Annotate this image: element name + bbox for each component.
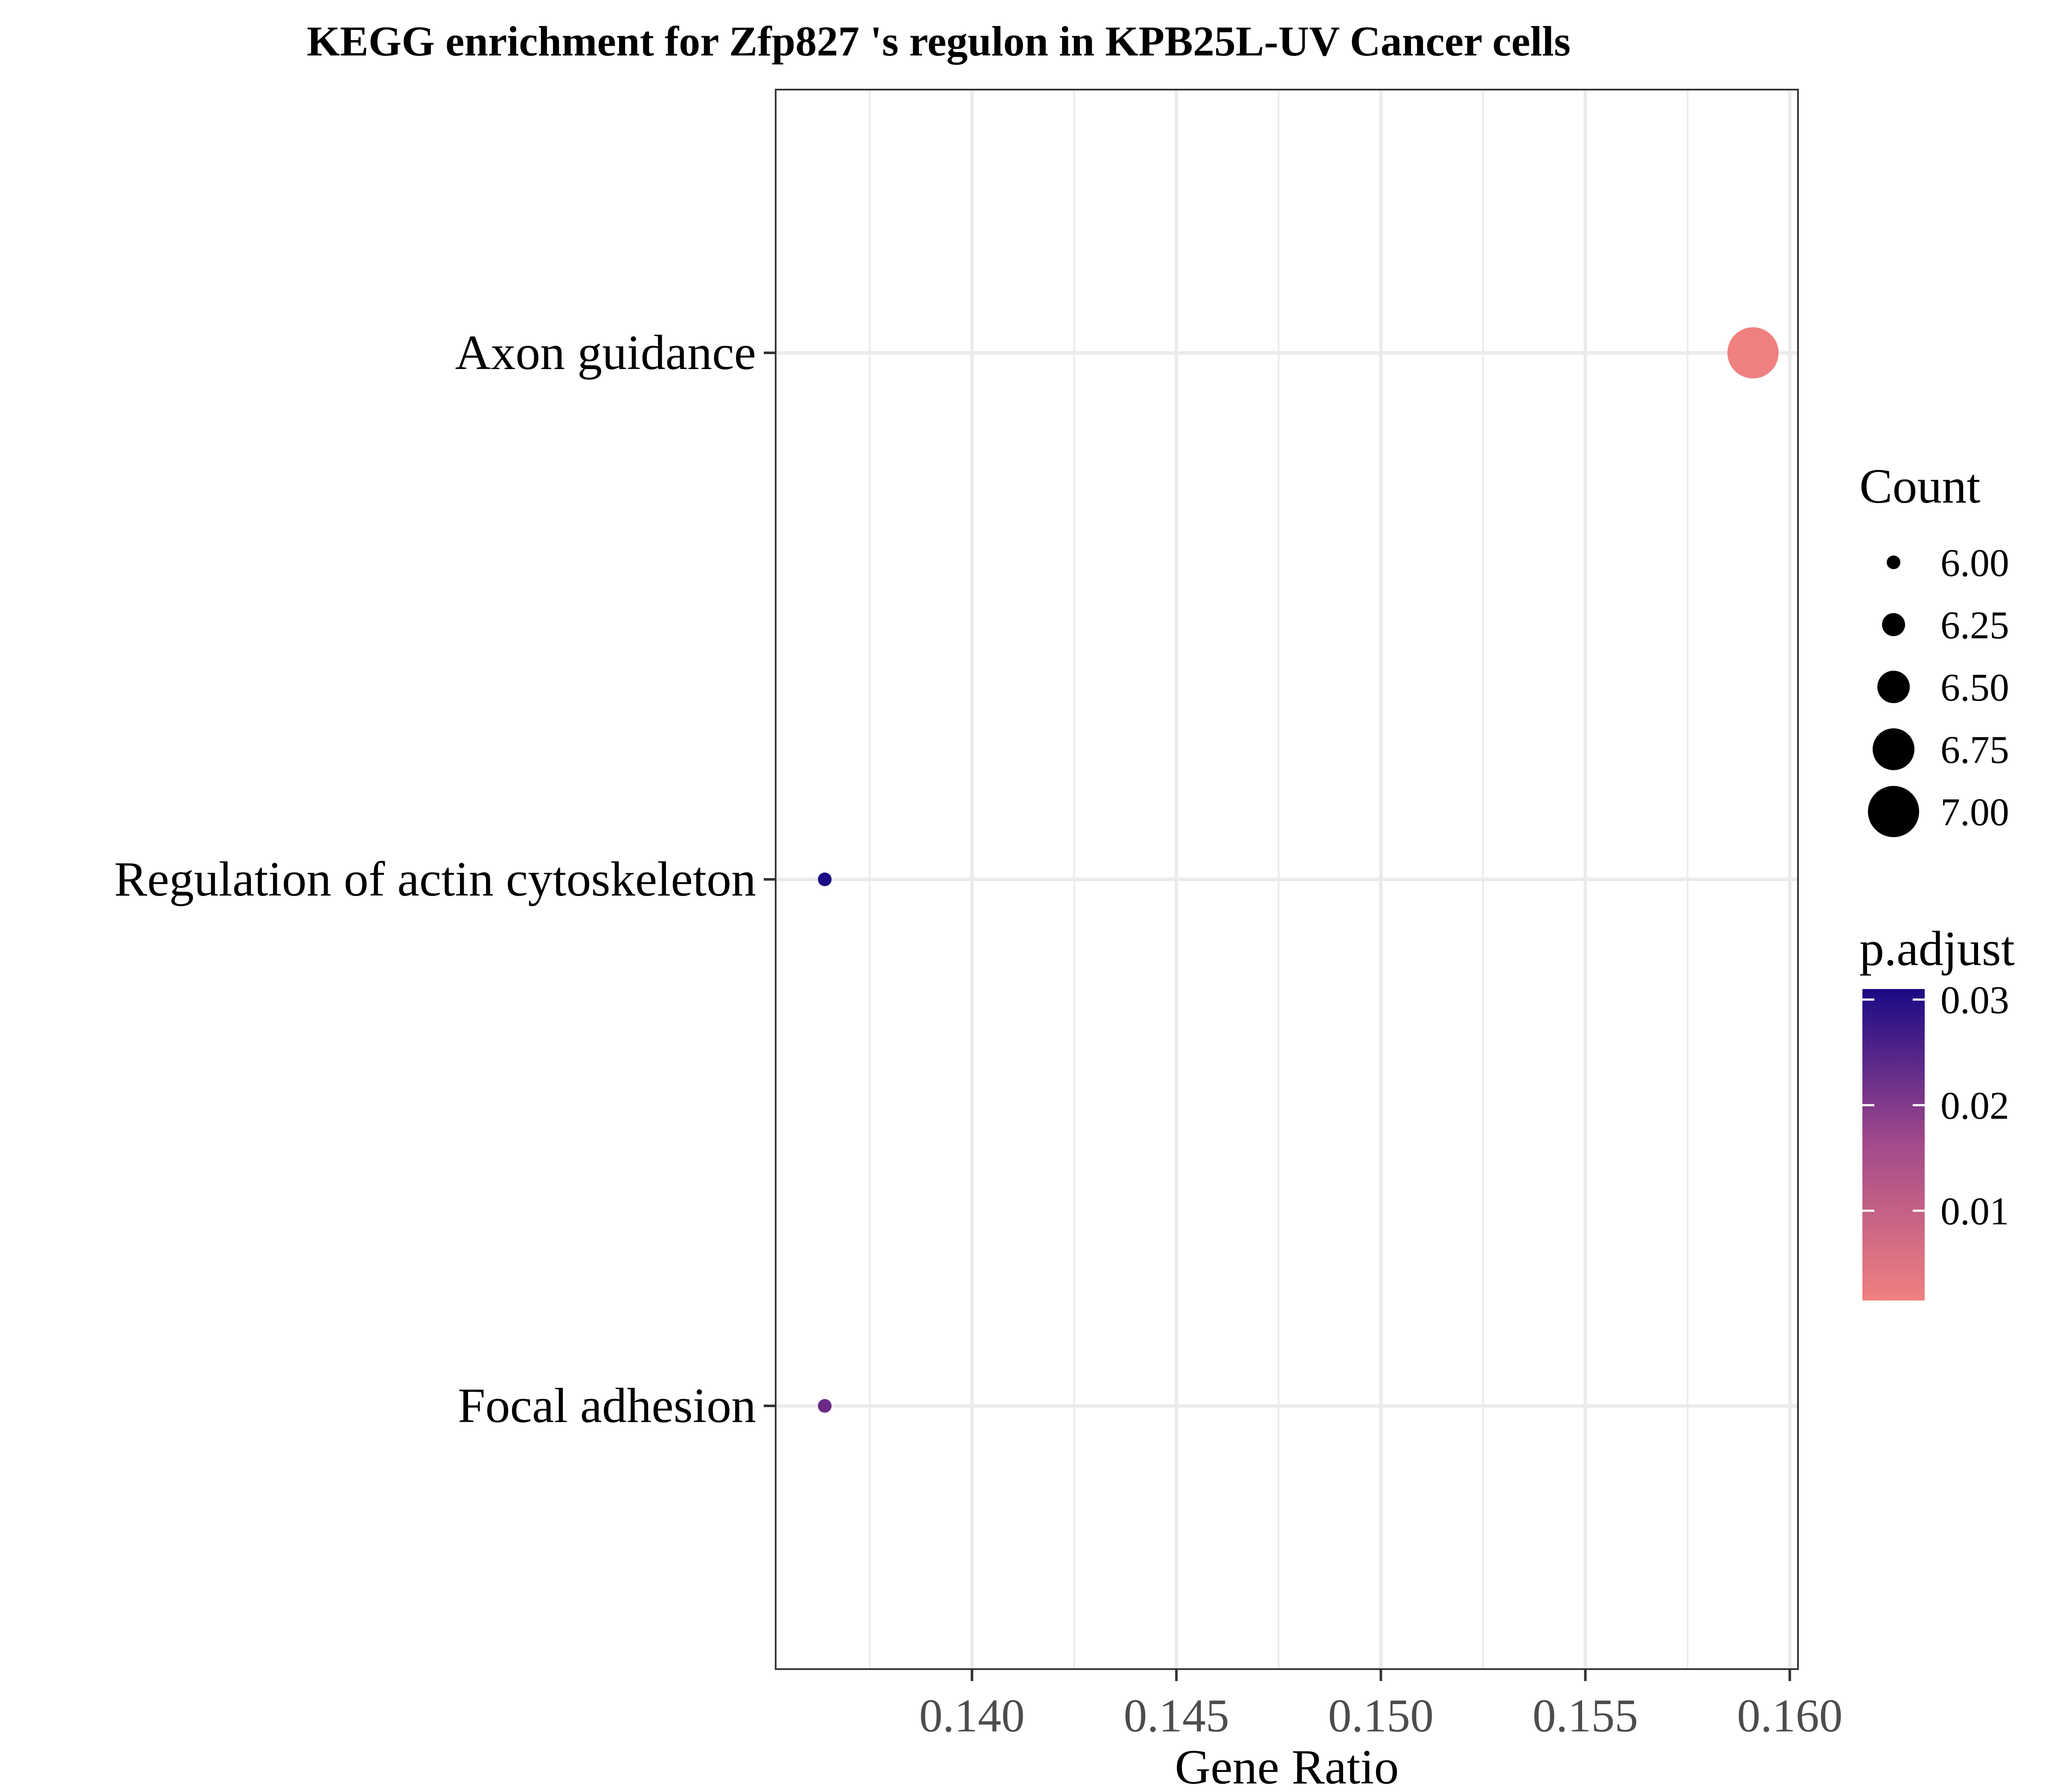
legend-count-key <box>1887 556 1900 569</box>
colorbar-label: 0.02 <box>1940 1084 2009 1127</box>
data-point <box>1727 327 1779 378</box>
x-tick-label: 0.145 <box>1123 1690 1229 1742</box>
y-tick-label: Focal adhesion <box>458 1379 756 1433</box>
legend-padjust: p.adjust 0.03 0.02 0.01 <box>1859 922 2015 1300</box>
x-tick-label: 0.150 <box>1328 1690 1434 1742</box>
plot-panel <box>775 89 1799 1670</box>
x-tick-label: 0.155 <box>1533 1690 1638 1742</box>
legend-count-label: 6.00 <box>1940 541 2009 585</box>
chart-title: KEGG enrichment for Zfp827 's regulon in… <box>307 17 1571 65</box>
legend-padjust-title: p.adjust <box>1859 922 2015 976</box>
legend-count: Count 6.00 6.25 6.50 6.75 7.00 <box>1859 459 2009 837</box>
colorbar-label: 0.03 <box>1940 978 2009 1022</box>
data-point <box>818 1399 832 1413</box>
legend-count-key <box>1868 786 1919 837</box>
y-axis: Axon guidance Regulation of actin cytoske… <box>114 326 776 1433</box>
data-point <box>818 873 832 886</box>
colorbar <box>1862 989 1925 1300</box>
x-axis: 0.140 0.145 0.150 0.155 0.160 <box>919 1669 1843 1742</box>
y-tick-label: Regulation of actin cytoskeleton <box>114 852 756 907</box>
legend-count-label: 6.25 <box>1940 603 2009 647</box>
data-points <box>818 327 1779 1413</box>
x-tick-label: 0.160 <box>1737 1690 1843 1742</box>
legend-count-key <box>1882 613 1905 636</box>
legend-count-title: Count <box>1859 459 1981 514</box>
x-axis-title: Gene Ratio <box>1175 1740 1399 1792</box>
y-tick-label: Axon guidance <box>455 326 756 380</box>
legend-count-key <box>1877 671 1910 703</box>
colorbar-label: 0.01 <box>1940 1190 2009 1233</box>
legend-count-key <box>1873 728 1914 770</box>
legend-count-label: 6.50 <box>1940 666 2009 709</box>
legend-count-label: 6.75 <box>1940 728 2009 771</box>
legend-count-label: 7.00 <box>1940 790 2009 834</box>
x-tick-label: 0.140 <box>919 1690 1025 1742</box>
grid-major <box>776 90 1798 1669</box>
